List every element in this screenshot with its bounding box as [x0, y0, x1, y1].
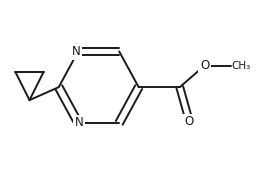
Text: O: O [185, 115, 194, 128]
Text: O: O [200, 59, 209, 72]
Text: CH₃: CH₃ [232, 61, 251, 71]
Text: N: N [75, 116, 84, 129]
Text: N: N [72, 45, 81, 58]
